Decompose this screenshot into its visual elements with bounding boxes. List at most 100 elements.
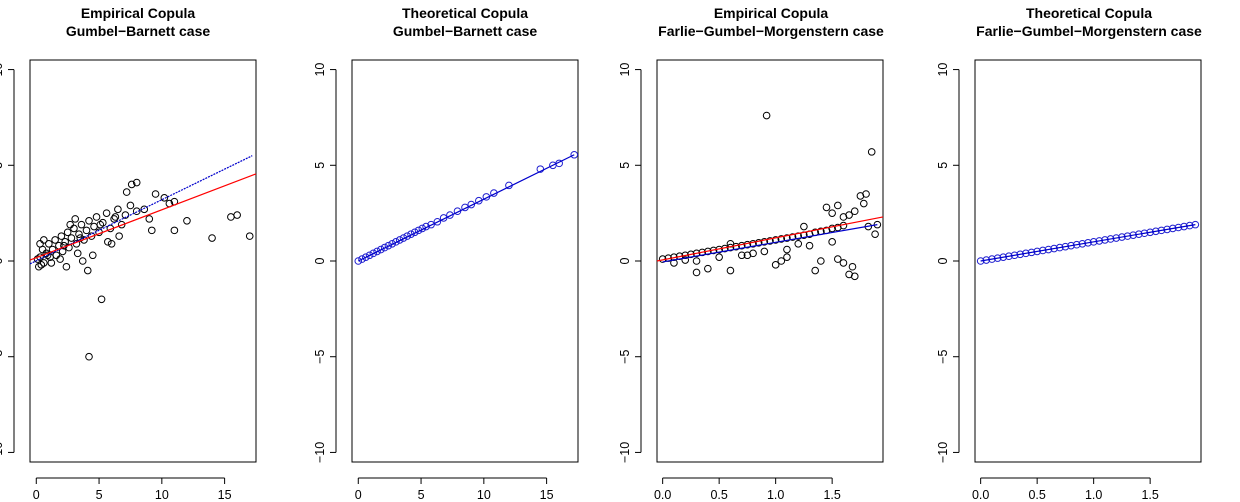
- fit-line: [656, 216, 884, 262]
- chart-title-line-2: Gumbel−Barnett case: [393, 23, 538, 39]
- data-point: [811, 266, 820, 275]
- y-tick-label: 10: [0, 63, 5, 77]
- y-tick-label: −5: [0, 350, 5, 364]
- x-tick-label: 1.0: [767, 488, 784, 502]
- data-point: [183, 217, 191, 225]
- fit-line: [358, 154, 575, 262]
- data-point: [783, 245, 791, 254]
- chart-title-line-1: Empirical Copula: [714, 5, 829, 21]
- data-point: [377, 245, 385, 254]
- data-point: [80, 236, 88, 244]
- data-point: [61, 238, 69, 246]
- x-tick-label: 1.0: [1085, 488, 1102, 502]
- data-point: [208, 234, 216, 242]
- data-point: [66, 220, 74, 229]
- data-point: [771, 261, 780, 269]
- data-point: [777, 257, 786, 265]
- chart-panel-3: Empirical Copula Farlie−Gumbel−Morgenster…: [618, 5, 884, 502]
- y-tick-label: −5: [618, 350, 632, 364]
- data-point: [51, 236, 59, 244]
- data-point: [78, 257, 87, 265]
- data-point: [42, 249, 51, 258]
- x-tick-label: 1.5: [1141, 488, 1158, 502]
- data-point: [777, 235, 786, 243]
- data-point: [365, 251, 374, 260]
- data-point: [37, 261, 46, 269]
- x-tick-label: 0.0: [654, 488, 671, 502]
- data-point: [57, 232, 66, 240]
- data-point: [783, 253, 791, 261]
- data-point: [850, 272, 859, 281]
- data-point: [170, 226, 179, 235]
- data-point: [75, 230, 83, 238]
- data-point: [822, 203, 831, 212]
- data-point: [233, 211, 241, 219]
- data-point: [749, 239, 757, 248]
- data-point: [800, 222, 808, 231]
- data-point: [783, 234, 791, 242]
- data-point: [403, 232, 412, 240]
- y-tick-label: 5: [618, 162, 632, 169]
- data-point: [33, 255, 42, 263]
- data-point: [760, 247, 769, 256]
- x-tick-label: 1.5: [823, 488, 840, 502]
- y-tick-label: 0: [0, 257, 5, 264]
- data-point: [71, 215, 79, 223]
- data-point: [147, 226, 156, 235]
- data-point: [107, 239, 116, 248]
- data-point: [227, 213, 235, 221]
- x-tick-label: 0: [355, 488, 362, 502]
- data-point: [88, 251, 97, 260]
- data-point: [52, 251, 61, 260]
- x-tick-label: 15: [540, 488, 554, 502]
- data-point: [692, 268, 701, 277]
- data-point: [90, 222, 98, 231]
- x-tick-label: 0.5: [710, 488, 727, 502]
- y-tick-label: 0: [936, 257, 950, 264]
- chart-panel-2: Theoretical Copula Gumbel−Barnett case −10…: [313, 5, 579, 502]
- data-point: [692, 257, 701, 265]
- data-point: [410, 228, 419, 237]
- data-point: [83, 266, 92, 275]
- data-point: [47, 259, 56, 267]
- data-point: [373, 247, 381, 256]
- x-tick-label: 5: [418, 488, 425, 502]
- data-point: [73, 249, 82, 258]
- y-tick-label: −10: [0, 442, 5, 463]
- data-point: [794, 232, 803, 240]
- data-point: [40, 236, 48, 244]
- data-point: [132, 207, 141, 216]
- data-point: [766, 237, 774, 245]
- y-tick-label: 5: [936, 162, 950, 169]
- chart-title-line-2: Farlie−Gumbel−Morgenstern case: [976, 23, 1202, 39]
- y-tick-label: 0: [313, 257, 327, 264]
- chart-title-line-1: Theoretical Copula: [402, 5, 528, 21]
- data-point: [110, 215, 118, 223]
- data-point: [126, 201, 135, 210]
- data-point: [102, 209, 111, 217]
- data-point: [715, 253, 723, 261]
- data-point: [85, 217, 93, 225]
- fit-line: [980, 224, 1196, 262]
- data-point: [388, 239, 396, 248]
- y-tick-label: −10: [618, 442, 632, 463]
- data-point: [121, 211, 130, 219]
- data-point: [362, 253, 370, 261]
- data-point: [467, 200, 476, 209]
- data-point: [114, 205, 122, 214]
- chart-title-line-1: Empirical Copula: [81, 5, 196, 21]
- data-point: [63, 228, 72, 237]
- data-point: [828, 238, 836, 246]
- data-point: [369, 249, 378, 258]
- data-point: [92, 213, 101, 221]
- data-point: [97, 295, 106, 304]
- data-point: [839, 213, 848, 221]
- data-point: [395, 236, 404, 244]
- data-point: [70, 224, 78, 233]
- plot-frame: [974, 59, 1202, 463]
- data-point: [132, 178, 141, 187]
- data-point: [828, 209, 836, 217]
- data-point: [867, 148, 876, 156]
- data-point: [407, 230, 415, 238]
- chart-title-line-2: Gumbel−Barnett case: [66, 23, 211, 39]
